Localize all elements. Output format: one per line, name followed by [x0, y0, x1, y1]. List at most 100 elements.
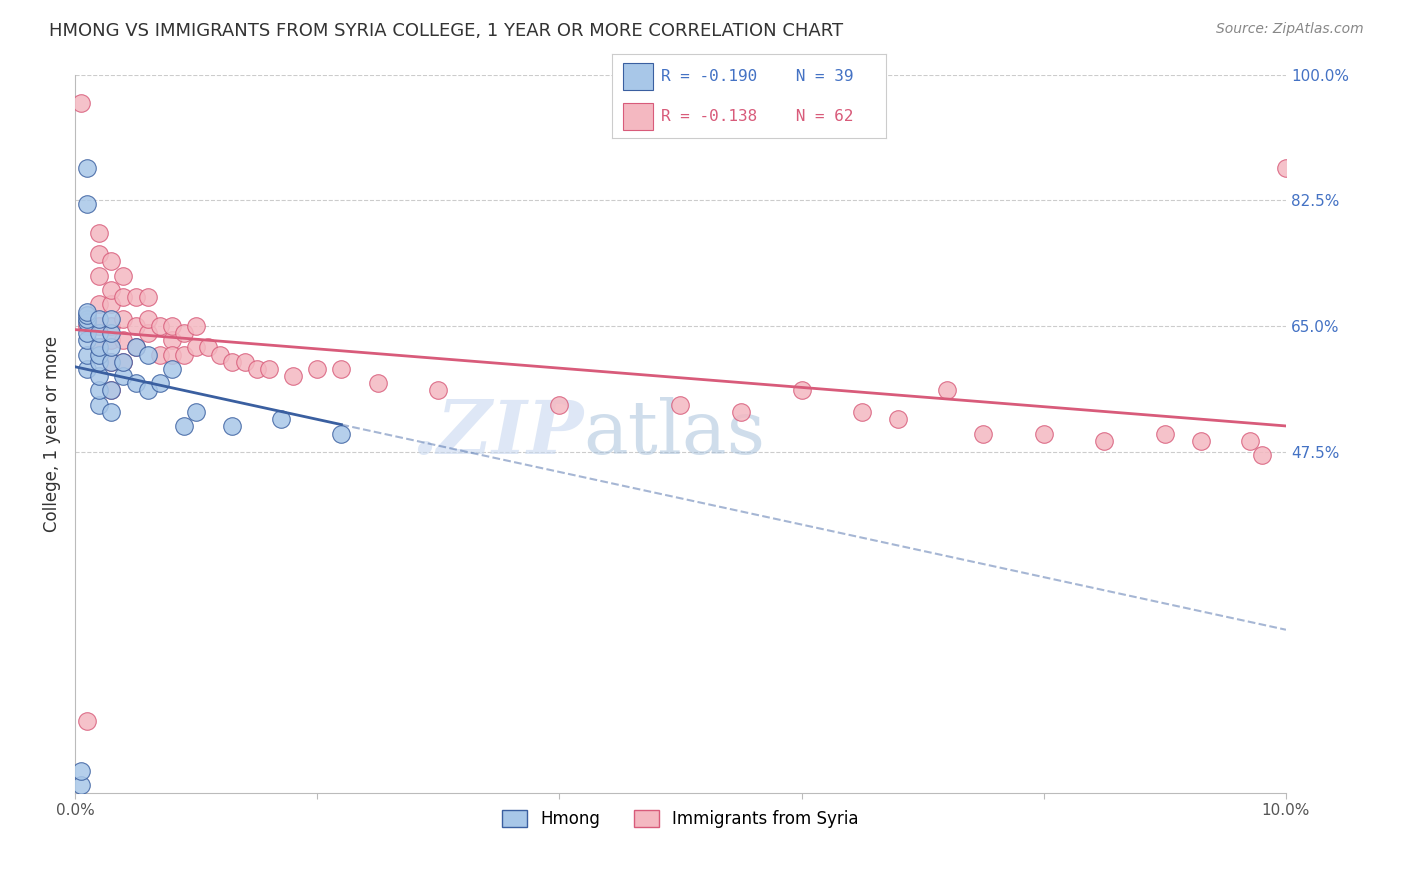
FancyBboxPatch shape	[623, 103, 652, 130]
Text: atlas: atlas	[583, 397, 766, 470]
Point	[100, 318, 122, 333]
Point	[160, 318, 183, 333]
Point	[112, 355, 135, 369]
Point	[209, 348, 232, 362]
Point	[89, 268, 111, 283]
Point	[281, 369, 304, 384]
Point	[669, 398, 692, 412]
Point	[149, 348, 172, 362]
Point	[100, 297, 122, 311]
Point	[548, 398, 571, 412]
Point	[112, 355, 135, 369]
Point	[76, 315, 98, 329]
Point	[100, 355, 122, 369]
Point	[935, 384, 957, 398]
Point	[70, 779, 93, 793]
Point	[89, 297, 111, 311]
Point	[112, 369, 135, 384]
Point	[76, 161, 98, 175]
Point	[149, 318, 172, 333]
Text: R = -0.138    N = 62: R = -0.138 N = 62	[661, 109, 853, 124]
Point	[76, 304, 98, 318]
Point	[136, 311, 159, 326]
Point	[184, 405, 207, 419]
Point	[76, 318, 98, 333]
Point	[972, 426, 994, 441]
Point	[257, 362, 280, 376]
Point	[136, 384, 159, 398]
Point	[330, 426, 353, 441]
Point	[89, 247, 111, 261]
Point	[76, 362, 98, 376]
Point	[89, 348, 111, 362]
Point	[100, 326, 122, 340]
Point	[730, 405, 752, 419]
Point	[427, 384, 450, 398]
Point	[136, 326, 159, 340]
Point	[89, 355, 111, 369]
Point	[1032, 426, 1054, 441]
Point	[89, 398, 111, 412]
Point	[76, 311, 98, 326]
Point	[89, 318, 111, 333]
Point	[136, 348, 159, 362]
Point	[100, 384, 122, 398]
Point	[160, 348, 183, 362]
Point	[76, 714, 98, 728]
Point	[1092, 434, 1115, 448]
Point	[270, 412, 292, 426]
Text: Source: ZipAtlas.com: Source: ZipAtlas.com	[1216, 22, 1364, 37]
Point	[100, 254, 122, 268]
Point	[100, 340, 122, 354]
Legend: Hmong, Immigrants from Syria: Hmong, Immigrants from Syria	[496, 803, 865, 835]
FancyBboxPatch shape	[623, 62, 652, 90]
Point	[76, 333, 98, 347]
Point	[233, 355, 256, 369]
Point	[100, 333, 122, 347]
Point	[124, 340, 146, 354]
Point	[197, 340, 219, 354]
Point	[100, 405, 122, 419]
Point	[246, 362, 269, 376]
Point	[124, 318, 146, 333]
Point	[851, 405, 873, 419]
Point	[112, 333, 135, 347]
Point	[173, 326, 195, 340]
Point	[173, 348, 195, 362]
Point	[221, 419, 243, 434]
Point	[173, 419, 195, 434]
Point	[1239, 434, 1261, 448]
Point	[887, 412, 910, 426]
Point	[100, 283, 122, 297]
Point	[307, 362, 329, 376]
Point	[112, 311, 135, 326]
Point	[1153, 426, 1175, 441]
Point	[790, 384, 813, 398]
Point	[330, 362, 353, 376]
Point	[124, 290, 146, 304]
Point	[1189, 434, 1212, 448]
Point	[184, 318, 207, 333]
Point	[100, 355, 122, 369]
Text: HMONG VS IMMIGRANTS FROM SYRIA COLLEGE, 1 YEAR OR MORE CORRELATION CHART: HMONG VS IMMIGRANTS FROM SYRIA COLLEGE, …	[49, 22, 844, 40]
Point	[1250, 448, 1272, 462]
Point	[70, 764, 93, 778]
Point	[89, 340, 111, 354]
Point	[112, 268, 135, 283]
Point	[149, 376, 172, 391]
Point	[100, 311, 122, 326]
Point	[367, 376, 389, 391]
Point	[76, 196, 98, 211]
Point	[124, 376, 146, 391]
Point	[160, 362, 183, 376]
Text: .ZIP: .ZIP	[411, 397, 583, 470]
Text: R = -0.190    N = 39: R = -0.190 N = 39	[661, 69, 853, 84]
Point	[89, 311, 111, 326]
Point	[89, 340, 111, 354]
Point	[89, 326, 111, 340]
Point	[89, 369, 111, 384]
Y-axis label: College, 1 year or more: College, 1 year or more	[44, 335, 60, 532]
Point	[160, 333, 183, 347]
Point	[76, 348, 98, 362]
Point	[76, 326, 98, 340]
